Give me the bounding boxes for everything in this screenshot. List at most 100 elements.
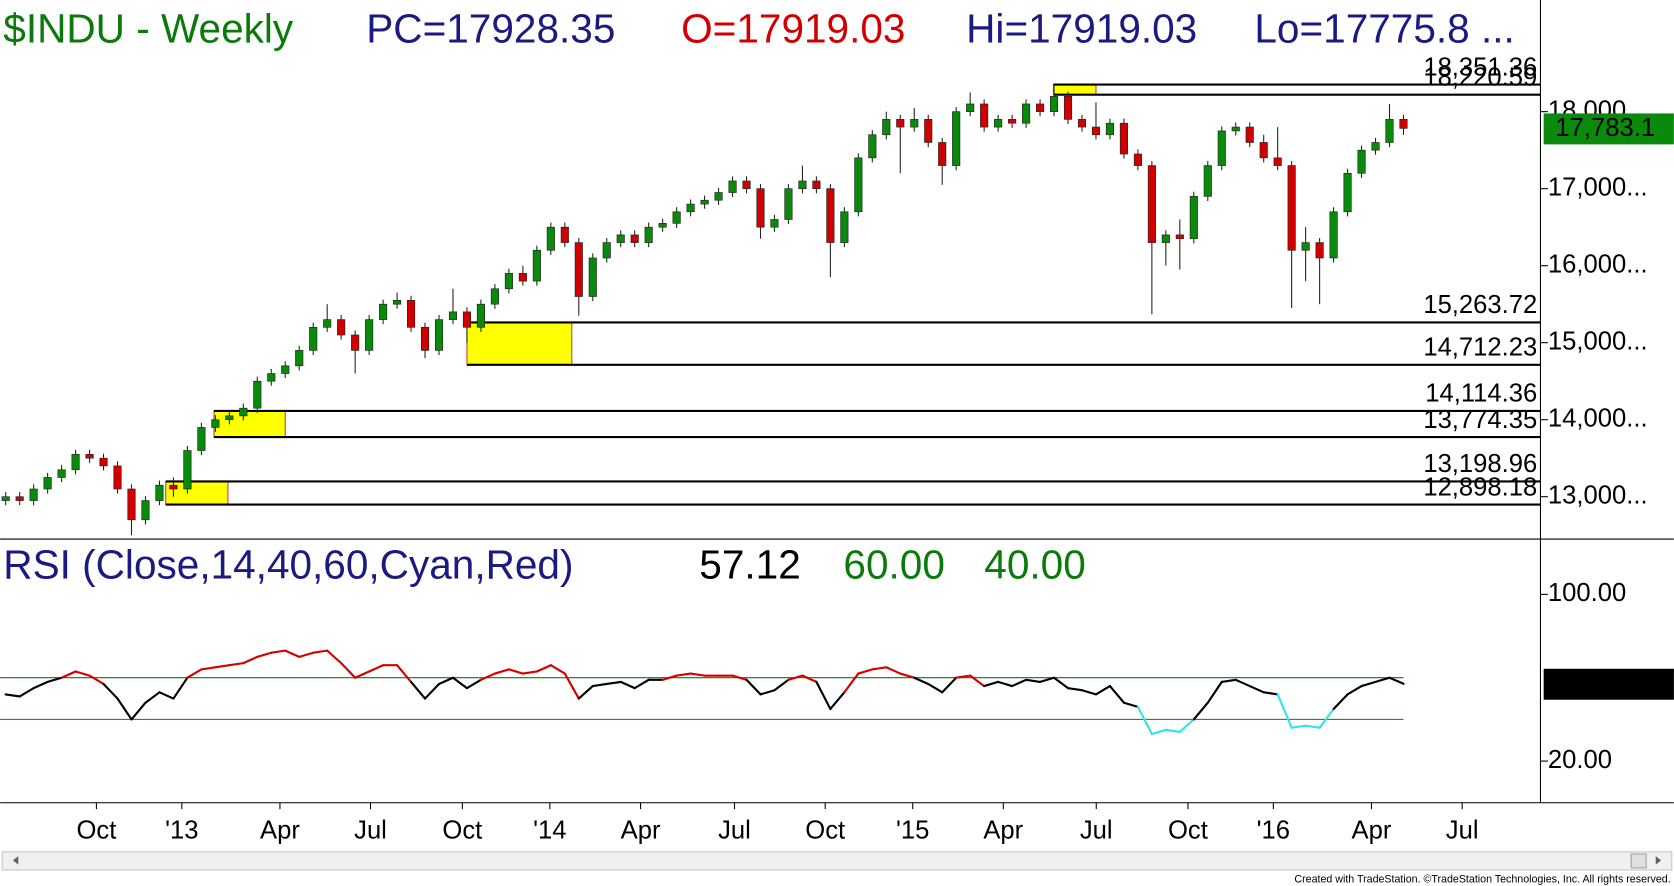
candle-body — [728, 180, 737, 193]
zone-label: 13,774.35 — [1423, 406, 1537, 434]
rsi-segment — [1234, 678, 1251, 688]
rsi-segment — [102, 682, 119, 700]
x-tick-label: Oct — [1168, 816, 1208, 844]
rsi-segment — [46, 676, 63, 683]
candle-body — [1063, 95, 1073, 120]
rsi-segment — [32, 680, 49, 690]
zone-label: 14,712.23 — [1423, 334, 1537, 362]
last-rsi-label: 57.12 — [1555, 670, 1619, 698]
candle-body — [854, 157, 863, 213]
rsi-segment — [549, 664, 566, 675]
x-tick-label: Apr — [621, 816, 661, 844]
y-tick-label: 14,000... — [1548, 404, 1648, 432]
rsi-segment — [619, 680, 636, 690]
rsi-segment — [1122, 701, 1139, 708]
candle-body — [239, 407, 248, 417]
candle-body — [1105, 122, 1115, 136]
rsi-segment — [1290, 724, 1307, 729]
rsi-segment — [773, 678, 790, 692]
candle-body — [1147, 165, 1156, 243]
candle-body — [476, 303, 485, 328]
candle-body — [756, 188, 765, 228]
rsi-segment — [591, 682, 608, 688]
candle-body — [518, 273, 527, 282]
candle-body — [1231, 126, 1240, 132]
stat: PC=17928.35 — [366, 6, 615, 52]
rsi-segment — [955, 674, 972, 679]
rsi-segment — [885, 666, 902, 675]
x-tick-label: Oct — [76, 816, 116, 844]
candle-body — [994, 119, 1003, 128]
candle-body — [71, 454, 80, 471]
candle-body — [1343, 172, 1352, 213]
candle-body — [1035, 103, 1045, 112]
candle-body — [812, 180, 821, 189]
candle-body — [323, 319, 332, 328]
candle-body — [434, 319, 444, 351]
candle-body — [686, 203, 695, 213]
rsi-segment — [270, 649, 287, 654]
candle-body — [1008, 119, 1017, 124]
candle-body — [672, 211, 681, 224]
candle-body — [365, 319, 374, 351]
rsi-segment — [1276, 693, 1293, 729]
rsi-segment — [144, 691, 161, 704]
candle-body — [1301, 242, 1310, 251]
rsi-segment — [927, 682, 944, 694]
rsi-segment — [843, 672, 860, 694]
zone-label: 18,220.59 — [1423, 63, 1537, 91]
rsi-segment — [1262, 691, 1279, 696]
x-tick-label: '15 — [896, 816, 929, 844]
rsi-segment — [857, 668, 874, 675]
candle-body — [1385, 119, 1394, 143]
candle-body — [1175, 234, 1184, 240]
rsi-segment — [312, 649, 329, 654]
rsi-segment — [829, 691, 846, 711]
rsi-segment — [284, 649, 301, 658]
rsi-segment — [1374, 676, 1391, 683]
candle-body — [966, 103, 975, 112]
rsi-segment — [409, 680, 427, 700]
candle-body — [253, 380, 262, 409]
rsi-segment — [423, 682, 441, 700]
rsi-segment — [997, 680, 1014, 688]
scrollbar[interactable] — [1, 851, 1673, 871]
rsi-segment — [1192, 701, 1209, 721]
candle-body — [1133, 153, 1142, 166]
x-tick-label: '14 — [533, 816, 566, 844]
rsi-segment — [186, 668, 203, 679]
candle-body — [155, 484, 164, 501]
y-tick-label: 13,000... — [1548, 481, 1648, 509]
candle-body — [1091, 126, 1101, 136]
last-rsi-box — [1543, 668, 1674, 700]
rsi-segment — [899, 672, 916, 679]
candle-body — [1, 496, 10, 501]
candle-body — [742, 180, 751, 189]
candle-body — [183, 450, 192, 490]
candle-body — [113, 465, 122, 490]
candle-body — [798, 180, 807, 189]
candle-body — [1287, 165, 1296, 251]
candle-body — [938, 142, 947, 166]
rsi-segment — [437, 676, 455, 686]
rsi-segment — [521, 670, 538, 675]
candle-body — [197, 427, 206, 451]
candle-body — [714, 192, 723, 201]
candle-body — [420, 326, 430, 351]
rsi-segment — [787, 674, 804, 681]
rsi-title: RSI (Close,14,40,60,Cyan,Red) — [3, 542, 573, 588]
zone-label: 12,898.18 — [1423, 473, 1537, 501]
candle-body — [337, 319, 346, 336]
candle-body — [826, 188, 835, 243]
candle-body — [1273, 157, 1282, 166]
rsi-segment — [200, 666, 217, 671]
x-tick-label: '13 — [165, 816, 198, 844]
rsi-segment — [4, 693, 21, 698]
rsi-segment — [340, 662, 357, 679]
zone-box — [213, 410, 286, 438]
zone-label: 15,263.72 — [1423, 291, 1537, 319]
rsi-segment — [1360, 680, 1377, 688]
candle-body — [1329, 211, 1338, 259]
candle-body — [588, 257, 597, 297]
rsi-segment — [731, 674, 748, 681]
